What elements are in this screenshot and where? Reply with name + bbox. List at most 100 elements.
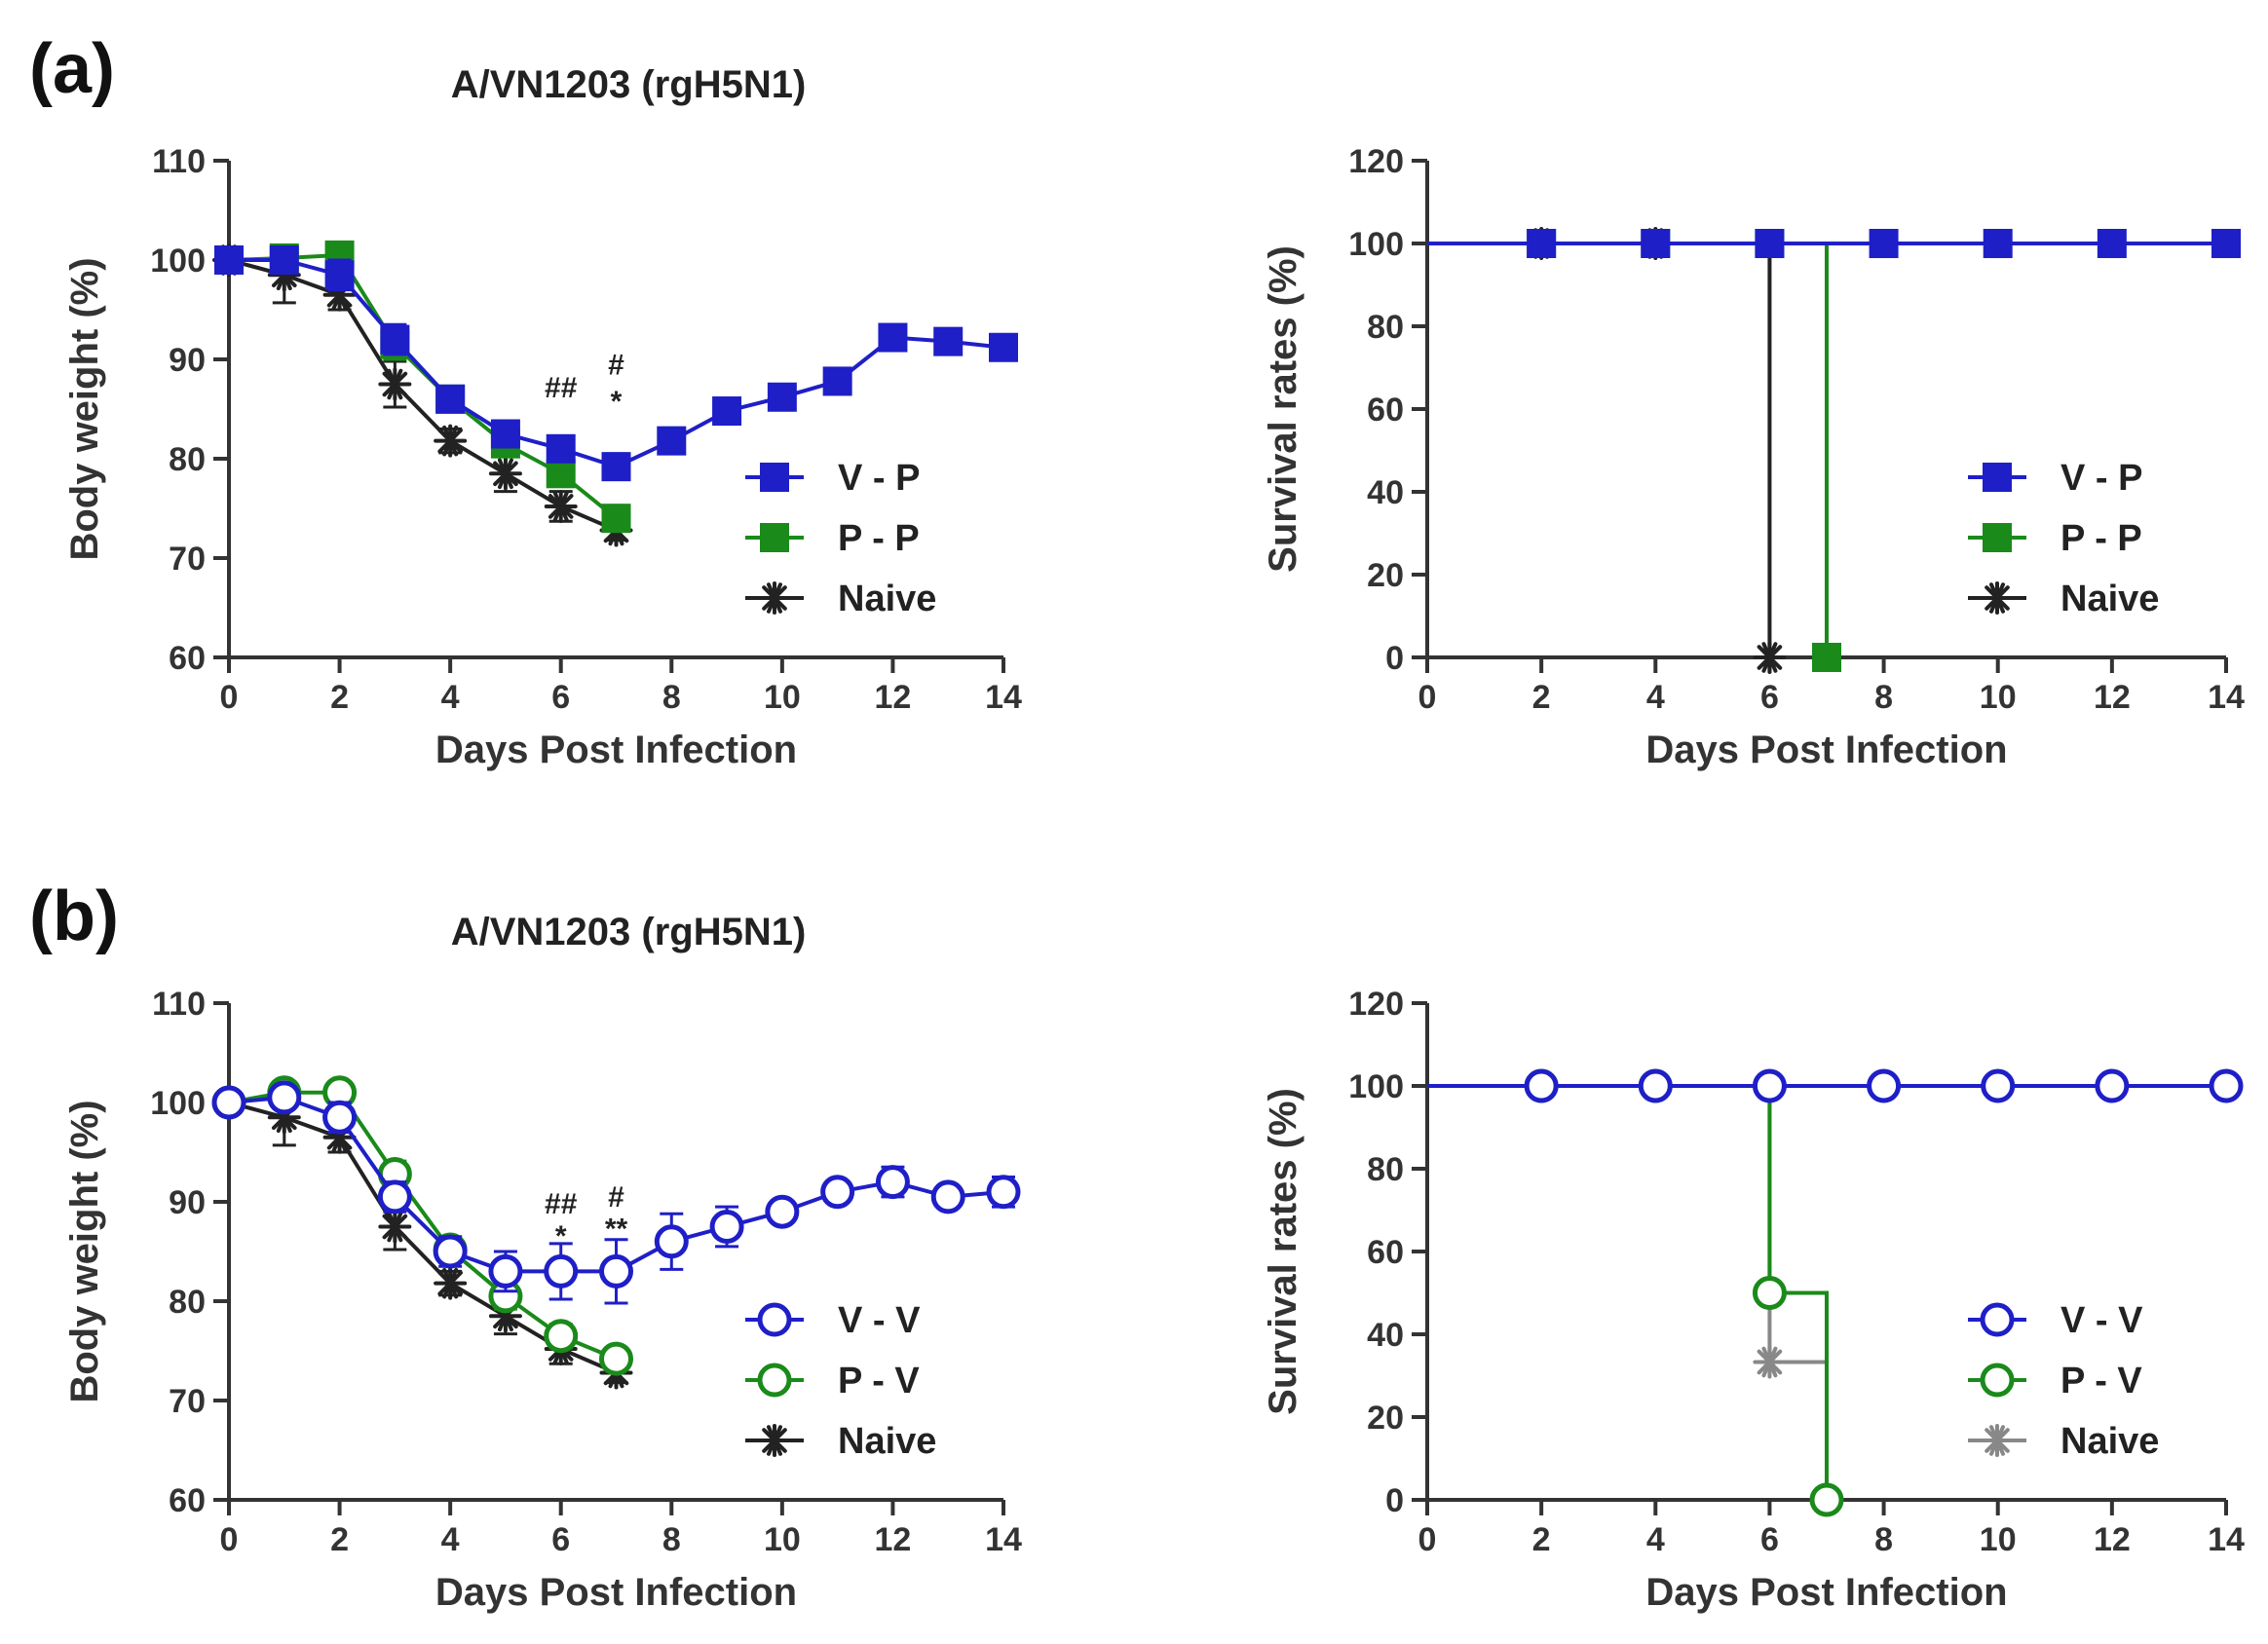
series-v-v bbox=[1427, 1068, 2244, 1103]
data-point bbox=[1752, 1068, 1787, 1103]
y-tick-label: 60 bbox=[1367, 1234, 1404, 1271]
legend-entry: P - V bbox=[745, 1361, 920, 1401]
marker-stroke bbox=[442, 425, 459, 457]
chart-a-body-weight: A/VN1203 (rgH5N1) 60 70 80 90 100 110 0 2 4 6 8 10 12… bbox=[63, 63, 1022, 771]
data-point bbox=[546, 433, 576, 464]
x-tick-label: 2 bbox=[330, 1521, 349, 1558]
series-line bbox=[228, 258, 618, 533]
y-tick-label: 80 bbox=[1367, 309, 1404, 346]
legend-marker bbox=[757, 1363, 792, 1398]
y-tick-label: 110 bbox=[152, 143, 206, 180]
series-p-p bbox=[1427, 229, 1841, 672]
data-point bbox=[989, 332, 1018, 362]
x-axis-label: Days Post Infection bbox=[435, 1571, 797, 1614]
y-axis-label: Survival rates (%) bbox=[1262, 245, 1304, 573]
data-point bbox=[986, 1175, 1021, 1210]
series-line bbox=[1427, 242, 1772, 657]
legend-entry: P - P bbox=[1968, 518, 2142, 559]
data-point bbox=[433, 1234, 468, 1269]
x-tick-label: 4 bbox=[1646, 679, 1665, 716]
x-tick-label: 14 bbox=[985, 679, 1022, 716]
series-v-p bbox=[1427, 229, 2241, 258]
marker-stroke bbox=[552, 491, 569, 522]
legend-entry: Naive bbox=[1968, 1421, 2159, 1462]
legend-marker bbox=[1981, 1424, 2014, 1457]
legend-entry: Naive bbox=[745, 1421, 936, 1462]
y-axis-label: Body weight (%) bbox=[63, 257, 106, 560]
legend-marker bbox=[760, 463, 789, 492]
x-tick-label: 12 bbox=[875, 679, 912, 716]
data-point bbox=[654, 1224, 689, 1259]
marker-stroke bbox=[1989, 582, 2005, 614]
y-tick-label: 60 bbox=[169, 1482, 206, 1519]
legend-marker bbox=[758, 1424, 791, 1457]
x-tick-label: 12 bbox=[875, 1521, 912, 1558]
legend-marker bbox=[1980, 1363, 2015, 1398]
y-tick-label: 120 bbox=[1348, 143, 1404, 180]
x-tick-label: 12 bbox=[2094, 1521, 2131, 1558]
data-point bbox=[2211, 229, 2241, 258]
data-point bbox=[488, 457, 522, 491]
y-tick-label: 80 bbox=[169, 1284, 206, 1321]
marker-stroke bbox=[767, 582, 782, 614]
x-axis-label: Days Post Infection bbox=[1645, 1571, 2007, 1614]
marker-stroke bbox=[1761, 1346, 1778, 1378]
legend-label: Naive bbox=[838, 579, 936, 619]
legend-entry: V - V bbox=[745, 1300, 921, 1341]
series-v-v bbox=[211, 1080, 1021, 1305]
legend-label: Naive bbox=[2060, 1421, 2159, 1462]
y-tick-label: 90 bbox=[169, 342, 206, 379]
legend-label: P - P bbox=[2060, 518, 2142, 559]
y-tick-label: 100 bbox=[150, 243, 206, 280]
x-tick-label: 0 bbox=[220, 1521, 239, 1558]
significance-annotation: ** bbox=[605, 1214, 628, 1246]
data-point bbox=[544, 489, 578, 523]
legend-label: P - P bbox=[838, 518, 920, 559]
x-tick-label: 14 bbox=[985, 1521, 1022, 1558]
x-tick-label: 0 bbox=[1418, 1521, 1437, 1558]
data-point bbox=[2209, 1068, 2244, 1103]
y-tick-label: 0 bbox=[1385, 1482, 1404, 1519]
significance-annotation: ## bbox=[545, 1188, 578, 1220]
data-point bbox=[544, 1253, 579, 1289]
data-point bbox=[434, 1266, 468, 1300]
data-point bbox=[378, 367, 412, 401]
legend-entry: V - P bbox=[1968, 458, 2142, 499]
x-tick-label: 4 bbox=[1646, 1521, 1665, 1558]
y-tick-label: 90 bbox=[169, 1184, 206, 1221]
x-tick-label: 14 bbox=[2208, 679, 2245, 716]
x-tick-label: 0 bbox=[220, 679, 239, 716]
y-tick-label: 40 bbox=[1367, 474, 1404, 511]
legend-entry: P - P bbox=[745, 518, 920, 559]
data-point bbox=[1524, 1068, 1559, 1103]
data-point bbox=[709, 1210, 744, 1244]
x-tick-label: 10 bbox=[1980, 1521, 2017, 1558]
legend-entry: Naive bbox=[745, 579, 936, 619]
data-point bbox=[211, 1085, 246, 1120]
y-tick-label: 120 bbox=[1348, 986, 1404, 1023]
y-tick-label: 60 bbox=[169, 640, 206, 677]
chart-title: A/VN1203 (rgH5N1) bbox=[451, 63, 807, 106]
data-point bbox=[1809, 1482, 1844, 1517]
x-tick-label: 4 bbox=[441, 1521, 460, 1558]
y-axis-label: Body weight (%) bbox=[63, 1100, 106, 1402]
x-tick-label: 0 bbox=[1418, 679, 1437, 716]
y-tick-label: 0 bbox=[1385, 640, 1404, 677]
data-point bbox=[1752, 1276, 1787, 1310]
y-axis-label: Survival rates (%) bbox=[1262, 1088, 1304, 1415]
data-point bbox=[546, 459, 576, 489]
x-tick-label: 2 bbox=[1532, 1521, 1551, 1558]
data-point bbox=[1638, 1068, 1673, 1103]
x-tick-label: 6 bbox=[551, 679, 570, 716]
y-tick-label: 20 bbox=[1367, 1400, 1404, 1437]
data-point bbox=[380, 324, 410, 355]
x-tick-label: 14 bbox=[2208, 1521, 2245, 1558]
data-point bbox=[214, 245, 244, 275]
legend-entry: V - P bbox=[745, 458, 920, 499]
legend-marker bbox=[1981, 581, 2014, 615]
data-point bbox=[269, 245, 299, 275]
x-axis-label: Days Post Infection bbox=[435, 729, 797, 771]
x-tick-label: 8 bbox=[662, 1521, 681, 1558]
x-tick-label: 8 bbox=[1874, 1521, 1893, 1558]
